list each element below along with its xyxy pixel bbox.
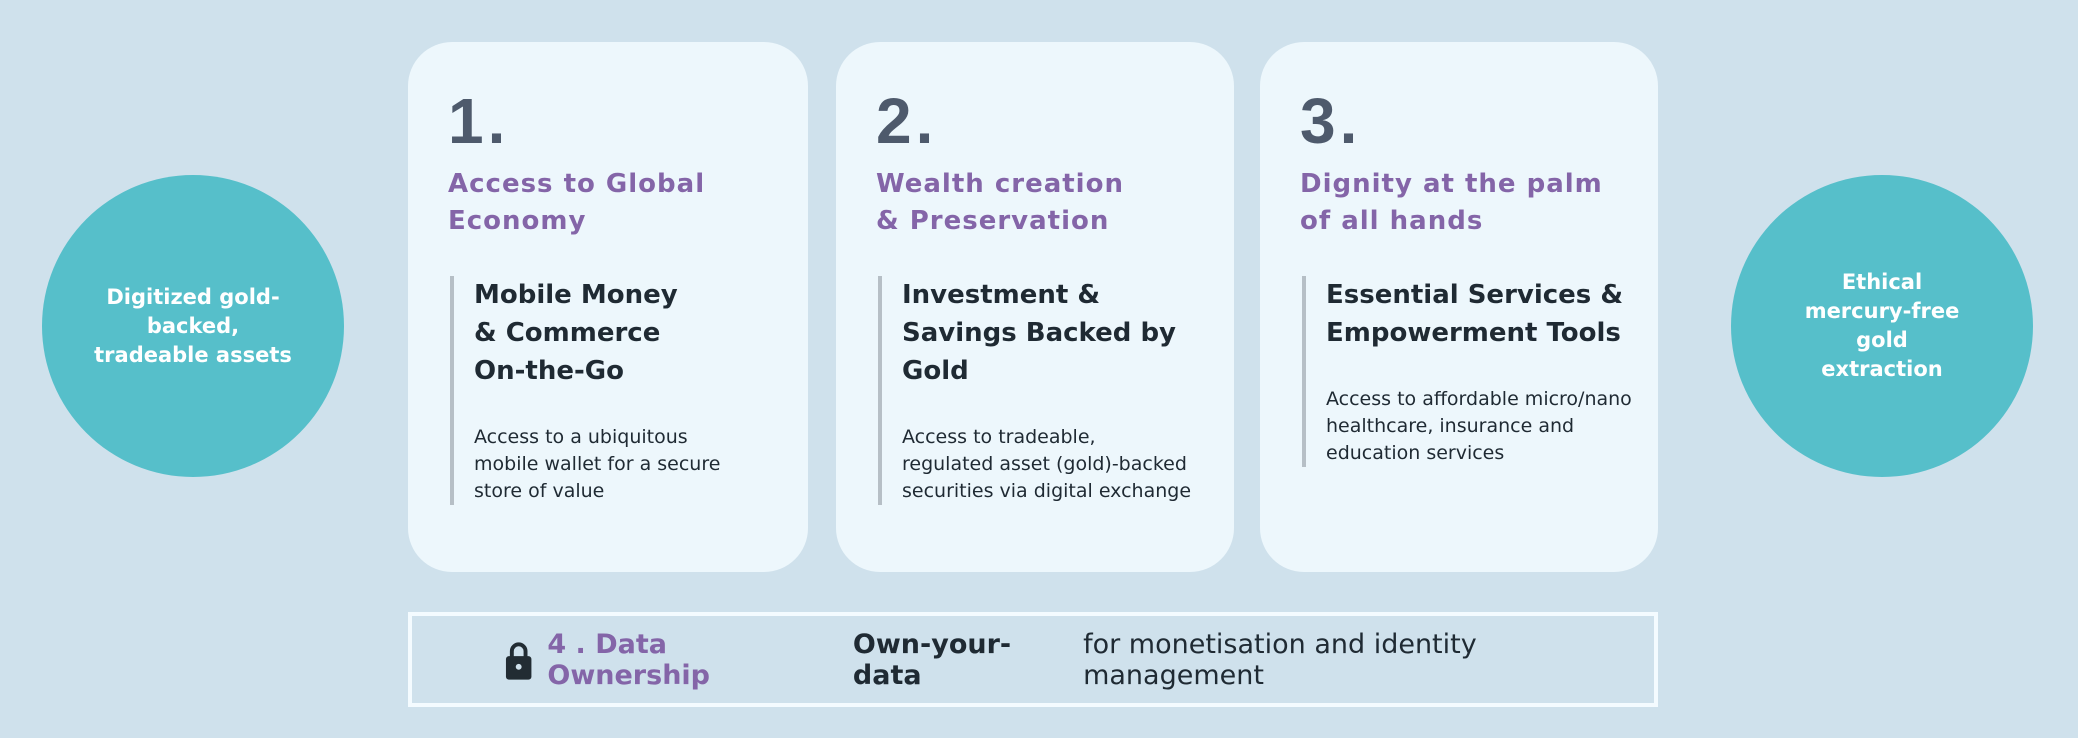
- lock-icon: [505, 641, 532, 680]
- card-body: Access to tradeable, regulated asset (go…: [902, 426, 1192, 502]
- card-block: Investment & Savings Backed by Gold Acce…: [878, 276, 1212, 505]
- right-circle-text: Ethical mercury-free gold extraction: [1804, 270, 1960, 381]
- card-block: Mobile Money & Commerce On-the-Go Access…: [450, 276, 784, 505]
- card-heading: Investment & Savings Backed by Gold: [902, 280, 1177, 386]
- own-your-data-text: Own-your-data: [852, 628, 1012, 691]
- card-heading: Essential Services & Empowerment Tools: [1326, 280, 1623, 348]
- card-body: Access to a ubiquitous mobile wallet for…: [474, 426, 721, 502]
- right-circle: Ethical mercury-free gold extraction: [1731, 175, 2033, 477]
- card-body: Access to affordable micro/nano healthca…: [1326, 388, 1632, 464]
- left-circle: Digitized gold-backed, tradeable assets: [42, 175, 344, 477]
- card-number: 3.: [1300, 85, 1362, 157]
- left-circle-text: Digitized gold-backed, tradeable assets: [94, 284, 292, 367]
- card-block: Essential Services & Empowerment Tools A…: [1302, 276, 1636, 467]
- data-ownership-title: 4 . Data Ownership: [547, 628, 710, 691]
- card-1: 1. Access to Global Economy Mobile Money…: [408, 42, 808, 572]
- card-title: Access to Global Economy: [448, 169, 706, 236]
- card-number: 1.: [448, 85, 510, 157]
- card-title: Dignity at the palm of all hands: [1300, 169, 1603, 236]
- card-title: Wealth creation & Preservation: [876, 169, 1124, 236]
- data-ownership-description: for monetisation and identity management: [1083, 628, 1477, 691]
- card-3: 3. Dignity at the palm of all hands Esse…: [1260, 42, 1658, 572]
- card-2: 2. Wealth creation & Preservation Invest…: [836, 42, 1234, 572]
- card-heading: Mobile Money & Commerce On-the-Go: [474, 280, 678, 386]
- card-number: 2.: [876, 85, 938, 157]
- data-ownership-box: 4 . Data Ownership Own-your-data for mon…: [408, 612, 1658, 707]
